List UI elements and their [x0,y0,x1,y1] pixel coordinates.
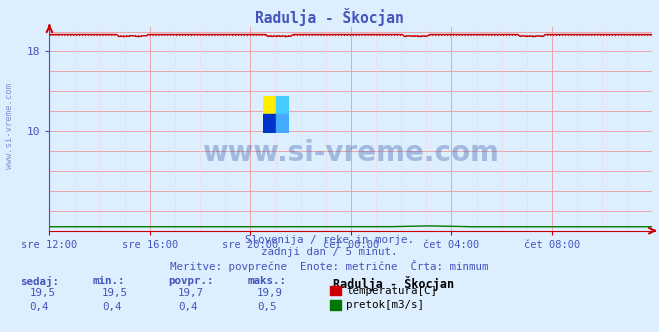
Text: 0,5: 0,5 [257,302,277,312]
Text: Slovenija / reke in morje.: Slovenija / reke in morje. [245,235,414,245]
Bar [276,114,289,133]
Text: temperatura[C]: temperatura[C] [346,286,437,295]
Text: 19,5: 19,5 [102,288,128,298]
Text: 0,4: 0,4 [102,302,122,312]
Text: 19,9: 19,9 [257,288,283,298]
Text: min.:: min.: [92,276,125,286]
Text: 0,4: 0,4 [30,302,49,312]
Text: povpr.:: povpr.: [168,276,214,286]
Bar [264,114,276,133]
Text: maks.:: maks.: [247,276,286,286]
Text: pretok[m3/s]: pretok[m3/s] [346,300,424,310]
Text: Radulja - Škocjan: Radulja - Škocjan [333,276,454,291]
Text: 19,5: 19,5 [30,288,55,298]
Bar [276,96,289,114]
Text: 0,4: 0,4 [178,302,198,312]
Text: Meritve: povprečne  Enote: metrične  Črta: minmum: Meritve: povprečne Enote: metrične Črta:… [170,260,489,272]
Text: 19,7: 19,7 [178,288,204,298]
Text: Radulja - Škocjan: Radulja - Škocjan [255,8,404,26]
Text: www.si-vreme.com: www.si-vreme.com [202,139,500,167]
Text: sedaj:: sedaj: [20,276,59,287]
Bar [264,96,276,114]
Text: www.si-vreme.com: www.si-vreme.com [5,83,14,169]
Text: zadnji dan / 5 minut.: zadnji dan / 5 minut. [261,247,398,257]
